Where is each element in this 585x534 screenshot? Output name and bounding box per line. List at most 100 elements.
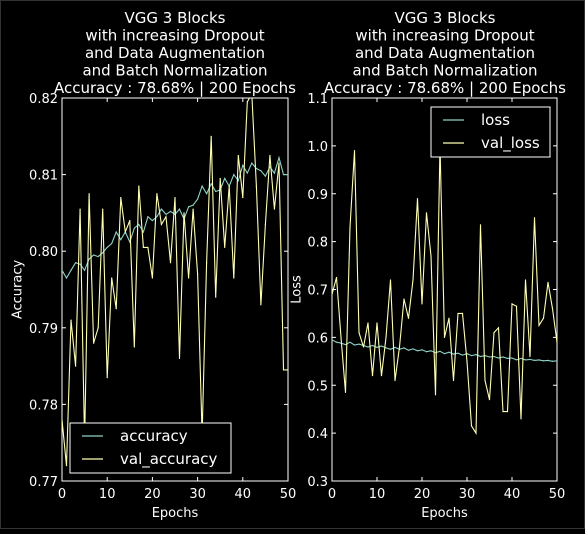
chart-2-series-val_loss-point: [533, 217, 536, 219]
chart-2-series-val_loss-point: [461, 312, 464, 315]
chart-2-series-val_loss-point: [389, 279, 392, 281]
chart-1-series-val_accuracy-point: [97, 327, 99, 329]
chart-2-xtick-label: 10: [369, 487, 386, 502]
chart-1-series-accuracy-point: [187, 206, 190, 208]
chart-2-series-loss-point: [497, 357, 500, 359]
chart-2-title-line: and Batch Normalization: [352, 62, 537, 80]
chart-2-series-val_loss-point: [452, 379, 455, 382]
chart-1-series-accuracy-point: [102, 252, 104, 254]
chart-1-title-line: with increasing Dropout: [85, 27, 264, 45]
chart-2-ytick-label: 1.0: [307, 140, 328, 155]
chart-2-series-val_loss-point: [493, 331, 495, 334]
chart-1-series-accuracy-point: [106, 246, 108, 248]
chart-1-series-accuracy-point: [197, 198, 199, 200]
chart-1-series-val_accuracy-point: [165, 216, 167, 218]
chart-1-series-accuracy-point: [84, 269, 86, 271]
chart-2-series-val_loss-point: [488, 399, 491, 401]
chart-1-series-accuracy-point: [287, 174, 288, 176]
chart-1-series-accuracy-point: [251, 162, 253, 164]
chart-2-series-loss-point: [520, 357, 522, 360]
chart-2-ytick-label: 1.1: [307, 92, 328, 107]
chart-1-series-accuracy-point: [282, 174, 285, 176]
chart-1-ytick-label: 0.80: [29, 245, 58, 260]
chart-2-series-val_loss-point: [448, 317, 450, 319]
chart-1-axes-frame: [61, 97, 289, 482]
chart-2-series-loss-point: [515, 359, 518, 361]
chart-1-title-line: and Batch Normalization: [82, 62, 267, 80]
chart-1-series-val_accuracy-point: [133, 346, 135, 348]
chart-1-series-val_accuracy-point: [215, 296, 217, 298]
chart-2-series-val_loss-point: [457, 312, 459, 315]
chart-1-xtick-label: 50: [280, 487, 297, 502]
chart-1-series-accuracy-point: [160, 208, 163, 210]
chart-1-series-accuracy-point: [79, 263, 81, 265]
chart-1-series-accuracy-point: [169, 210, 172, 212]
chart-2-series-loss-point: [376, 346, 378, 349]
chart-1-series-val_accuracy-point: [255, 185, 257, 187]
chart-1-series-accuracy-point: [151, 219, 153, 222]
chart-2-series-loss-point: [407, 349, 410, 351]
chart-2-series-loss-point: [353, 344, 356, 346]
chart-2-series-loss-point: [524, 359, 527, 361]
chart-2-series-loss-point: [394, 346, 396, 349]
chart-1-series-accuracy-point: [111, 242, 113, 245]
chart-2-series-val_loss-point: [371, 375, 374, 377]
chart-2-series-val_loss-point: [520, 418, 522, 420]
chart-1-series-val_accuracy-point: [273, 208, 276, 210]
chart-2-series-loss-point: [412, 348, 414, 350]
chart-1-series-val_accuracy-point: [206, 262, 208, 264]
chart-1-ytick-label: 0.79: [29, 322, 58, 337]
chart-1-series-accuracy-point: [65, 277, 68, 279]
chart-2-series-val_loss-point: [335, 276, 338, 279]
chart-2-series-loss-point: [461, 354, 464, 356]
chart-1-series-val_accuracy-line: [62, 98, 288, 466]
chart-1-series-val_accuracy-point: [197, 273, 199, 275]
chart-2-series-loss-point: [358, 343, 360, 345]
chart-1-ytick-label: 0.82: [29, 92, 58, 107]
chart-1-series-val_accuracy-point: [124, 231, 126, 233]
chart-2-ylabel: Loss: [290, 275, 305, 304]
chart-1-xtick-label: 20: [144, 487, 161, 502]
chart-2-series-val_loss-point: [506, 410, 509, 413]
chart-1-series-val_accuracy-point: [65, 465, 68, 467]
chart-1-series-val_accuracy-point: [260, 304, 262, 306]
chart-1-series-val_accuracy-point: [160, 223, 163, 225]
chart-1-series-val_accuracy-point: [282, 369, 285, 371]
chart-2-xlabel: Epochs: [421, 506, 468, 521]
chart-2-series-val_loss-point: [380, 375, 383, 377]
chart-2-xtick-label: 0: [328, 487, 336, 502]
chart-1-series-val_accuracy-point: [106, 376, 108, 379]
chart-1-series-val_accuracy-point: [264, 223, 266, 225]
chart-2-series-val_loss-point: [385, 336, 387, 338]
chart-1-series-accuracy-point: [210, 183, 212, 185]
chart-2-series-val_loss-point: [479, 224, 482, 226]
chart-2-series-loss-point: [538, 359, 540, 361]
chart-2-series-val_loss-point: [376, 322, 378, 324]
chart-1-series-val_accuracy-point: [242, 196, 244, 199]
chart-2-series-val_loss-point: [403, 298, 405, 300]
chart-2-series-loss-point: [452, 353, 455, 355]
chart-2-title-line: and Data Augmentation: [355, 44, 535, 62]
chart-1-series-val_accuracy-point: [74, 365, 77, 367]
chart-2-series-val_loss-point: [443, 336, 446, 338]
chart-2-xtick-label: 40: [504, 487, 521, 502]
chart-1-series-val_accuracy-point: [62, 419, 63, 421]
chart-2-series-val_loss-point: [497, 327, 500, 329]
chart-1-series-val_accuracy-point: [88, 193, 90, 195]
chart-2-series-loss-point: [488, 356, 491, 358]
chart-2-series-val_loss-point: [434, 394, 437, 396]
chart-1-series-accuracy-point: [246, 172, 248, 174]
chart-1-series-accuracy-point: [156, 216, 158, 218]
chart-1-legend-label-accuracy: accuracy: [120, 427, 188, 445]
chart-2-series-loss-point: [547, 359, 549, 361]
chart-2-series-val_loss-point: [551, 308, 554, 310]
chart-1-legend-box: [69, 422, 232, 474]
chart-2-series-val_loss-point: [511, 303, 513, 305]
chart-2-ytick-label: 0.7: [307, 284, 328, 299]
chart-2-series-loss-point: [479, 355, 482, 358]
chart-1-series-accuracy-point: [206, 193, 208, 195]
chart-1-series-val_accuracy-point: [187, 277, 190, 279]
chart-1-series-accuracy-point: [120, 239, 122, 241]
chart-1-series-val_accuracy-point: [174, 196, 176, 199]
chart-2-series-val_loss-point: [362, 346, 365, 348]
